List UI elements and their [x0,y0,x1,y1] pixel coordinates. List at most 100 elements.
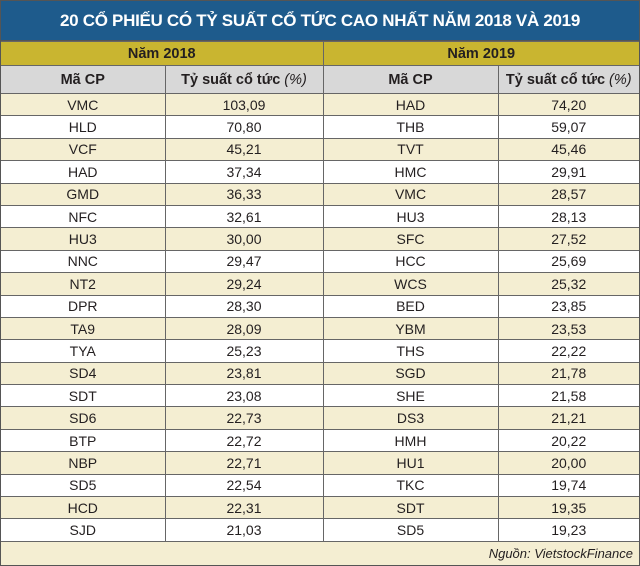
code-2018-cell: NT2 [1,272,166,296]
code-2018-cell: NFC [1,204,166,229]
yield-2018-cell: 23,81 [164,361,324,386]
table-row: TYA 25,23 THS 22,22 [1,339,639,363]
code-2019-cell: HCC [322,249,499,274]
code-2019-cell: SGD [322,361,499,386]
yield-2019-cell: 29,91 [497,160,639,184]
yield-2019-cell: 23,53 [497,316,639,341]
yield-2019-cell: 19,23 [497,518,639,542]
code-2018-cell: BTP [1,428,166,453]
code-2019-cell: DS3 [322,406,499,430]
table-title: 20 CỔ PHIẾU CÓ TỶ SUẤT CỔ TỨC CAO NHẤT N… [1,1,639,41]
code-2018-cell: DPR [1,294,166,318]
table-row: VCF 45,21 TVT 45,46 [1,137,639,162]
table-row: NT2 29,24 WCS 25,32 [1,272,639,296]
code-2018-cell: GMD [1,182,166,206]
yield-2019-cell: 22,22 [497,339,639,363]
code-header-2019: Mã CP [322,65,499,94]
code-2019-cell: THS [322,339,499,363]
year-header-row: Năm 2018 Năm 2019 [1,41,639,66]
table-row: NNC 29,47 HCC 25,69 [1,249,639,274]
table-row: DPR 28,30 BED 23,85 [1,294,639,318]
yield-2019-cell: 45,46 [497,137,639,162]
code-2019-cell: THB [322,115,499,139]
code-2019-cell: HAD [322,92,499,117]
yield-2019-cell: 59,07 [497,115,639,139]
yield-2018-cell: 25,23 [164,339,324,363]
table-row: VMC 103,09 HAD 74,20 [1,92,639,117]
code-header-2018: Mã CP [1,65,166,94]
code-2018-cell: HU3 [1,227,166,251]
unit-label: (%) [609,71,632,88]
code-2019-cell: TKC [322,473,499,498]
code-2018-cell: SDT [1,384,166,408]
yield-2018-cell: 103,09 [164,92,324,117]
code-2019-cell: TVT [322,137,499,162]
yield-2018-cell: 22,73 [164,406,324,430]
yield-2019-cell: 20,00 [497,451,639,475]
yield-2018-cell: 32,61 [164,204,324,229]
yield-2018-cell: 36,33 [164,182,324,206]
code-2019-cell: HU3 [322,204,499,229]
yield-2018-cell: 29,24 [164,272,324,296]
code-2018-cell: VMC [1,92,166,117]
yield-2018-cell: 30,00 [164,227,324,251]
yield-2018-cell: 37,34 [164,160,324,184]
yield-2019-cell: 28,13 [497,204,639,229]
yield-2019-cell: 21,78 [497,361,639,386]
yield-2019-cell: 74,20 [497,92,639,117]
yield-2019-cell: 19,74 [497,473,639,498]
yield-2019-cell: 23,85 [497,294,639,318]
code-2018-cell: SJD [1,518,166,542]
source-note: Nguồn: VietstockFinance [488,545,633,561]
yield-2018-cell: 21,03 [164,518,324,542]
yield-2019-cell: 21,58 [497,384,639,408]
table-row: NFC 32,61 HU3 28,13 [1,204,639,229]
yield-2018-cell: 22,71 [164,451,324,475]
yield-header-2019: Tỷ suất cổ tức (%) [497,65,639,94]
code-2018-cell: HCD [1,496,166,520]
yield-2019-cell: 25,32 [497,272,639,296]
table-row: HCD 22,31 SDT 19,35 [1,496,639,520]
table-row: SD5 22,54 TKC 19,74 [1,473,639,498]
yield-2018-cell: 45,21 [164,137,324,162]
code-2019-cell: VMC [322,182,499,206]
table-row: GMD 36,33 VMC 28,57 [1,182,639,206]
column-header-row: Mã CP Tỷ suất cổ tức (%) Mã CP Tỷ suất c… [1,65,639,94]
code-2019-cell: WCS [322,272,499,296]
table-row: NBP 22,71 HU1 20,00 [1,451,639,475]
table-row: BTP 22,72 HMH 20,22 [1,428,639,453]
code-2019-cell: HU1 [322,451,499,475]
yield-header-2018: Tỷ suất cổ tức (%) [164,65,324,94]
code-2019-cell: SD5 [322,518,499,542]
code-2018-cell: NBP [1,451,166,475]
code-2018-cell: TA9 [1,316,166,341]
table-row: HU3 30,00 SFC 27,52 [1,227,639,251]
year-2019-header: Năm 2019 [322,41,639,66]
yield-2018-cell: 23,08 [164,384,324,408]
code-2019-cell: YBM [322,316,499,341]
yield-2018-cell: 28,09 [164,316,324,341]
table-row: SJD 21,03 SD5 19,23 [1,518,639,542]
yield-2019-cell: 28,57 [497,182,639,206]
yield-header-label: Tỷ suất cổ tức [181,71,281,88]
code-2018-cell: SD6 [1,406,166,430]
year-2018-header: Năm 2018 [1,41,324,66]
code-2019-cell: SHE [322,384,499,408]
yield-2018-cell: 22,31 [164,496,324,520]
code-2018-cell: TYA [1,339,166,363]
yield-header-label: Tỷ suất cổ tức [505,71,606,88]
code-2018-cell: HAD [1,160,166,184]
code-2018-cell: SD5 [1,473,166,498]
yield-2018-cell: 29,47 [164,249,324,274]
code-2018-cell: NNC [1,249,166,274]
unit-label: (%) [284,71,307,88]
yield-2018-cell: 70,80 [164,115,324,139]
table-row: SDT 23,08 SHE 21,58 [1,384,639,408]
yield-2019-cell: 27,52 [497,227,639,251]
code-2018-cell: VCF [1,137,166,162]
yield-2019-cell: 19,35 [497,496,639,520]
table-row: SD4 23,81 SGD 21,78 [1,361,639,386]
code-2018-cell: HLD [1,115,166,139]
dividend-table: Năm 2018 Năm 2019 Mã CP Tỷ suất cổ tức (… [1,41,639,542]
code-2019-cell: SDT [322,496,499,520]
